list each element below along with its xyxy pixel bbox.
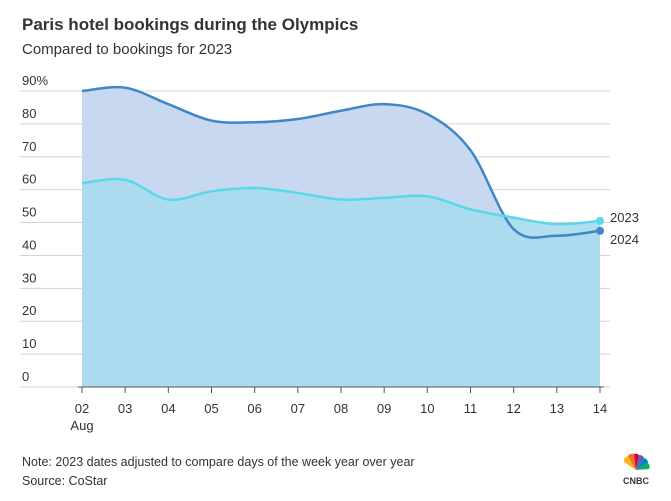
plot-area: 0 10 20 30 40 50 60 70 80 90% 2023 2024 02 03 04 05 06 07… xyxy=(20,73,639,433)
area xyxy=(82,179,600,387)
x-tick-label: 08 xyxy=(334,401,348,416)
line xyxy=(81,177,601,226)
end-dot xyxy=(596,216,604,225)
y-tick-label: 70 xyxy=(22,139,36,154)
x-tick-label: 09 xyxy=(377,401,391,416)
line xyxy=(81,85,601,239)
y-tick-label: 80 xyxy=(22,106,36,121)
logo-icon xyxy=(623,453,650,470)
legend-label: 2023 xyxy=(610,210,639,225)
x-tick-label: 03 xyxy=(118,401,132,416)
chart-title: Paris hotel bookings during the Olympics xyxy=(22,15,358,34)
legend-label: 2024 xyxy=(610,232,639,247)
y-tick-label: 50 xyxy=(22,205,36,220)
y-tick-label: 30 xyxy=(22,270,36,285)
chart-subtitle: Compared to bookings for 2023 xyxy=(22,41,232,58)
x-tick-label: 06 xyxy=(247,401,261,416)
y-tick-label: 0 xyxy=(22,369,29,384)
x-tick-label: 12 xyxy=(506,401,520,416)
x-tick-label: 11 xyxy=(464,401,478,416)
x-tick-sublabel: Aug xyxy=(70,418,93,433)
x-tick-label: 05 xyxy=(204,401,218,416)
note: Note: 2023 dates adjusted to compare day… xyxy=(22,455,415,469)
y-tick-label: 20 xyxy=(22,303,36,318)
end-dot xyxy=(596,226,604,235)
x-tick-label: 14 xyxy=(593,401,607,416)
x-tick-label: 07 xyxy=(291,401,305,416)
y-tick-label: 10 xyxy=(22,336,36,351)
y-tick-label: 60 xyxy=(22,172,36,187)
x-tick-label: 04 xyxy=(161,401,175,416)
x-tick-label: 13 xyxy=(550,401,564,416)
source: Source: CoStar xyxy=(22,474,107,488)
y-tick-label: 90% xyxy=(22,73,48,88)
x-tick-label: 10 xyxy=(420,401,434,416)
logo: CNBC xyxy=(623,476,649,486)
x-tick-label: 02 xyxy=(75,401,89,416)
y-tick-label: 40 xyxy=(22,237,36,252)
